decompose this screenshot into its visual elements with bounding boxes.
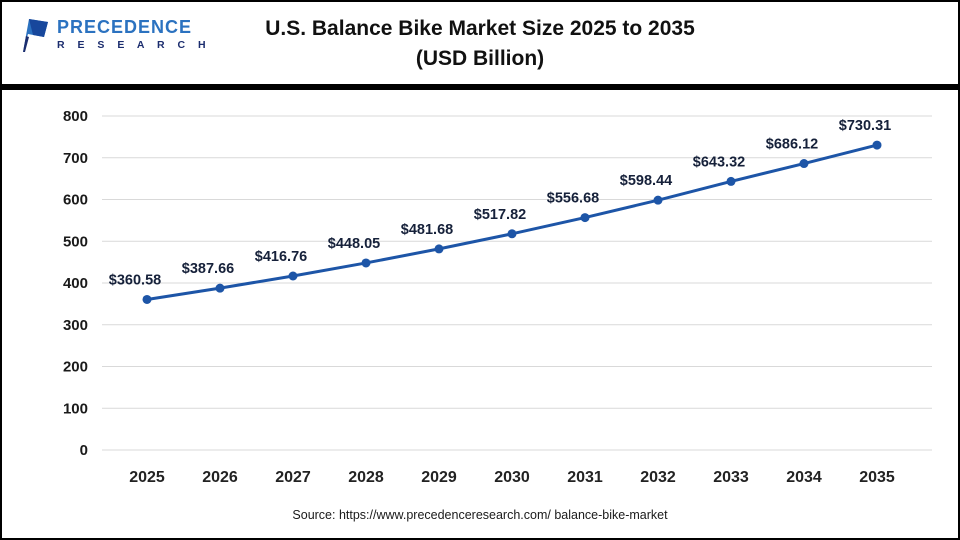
y-tick-label: 600 — [63, 192, 88, 209]
data-point-label: $387.66 — [182, 261, 234, 277]
x-tick-label: 2034 — [786, 469, 822, 486]
data-point-label: $730.31 — [839, 118, 891, 134]
y-tick-label: 100 — [63, 400, 88, 417]
x-tick-label: 2029 — [421, 469, 457, 486]
data-point-marker — [434, 244, 444, 254]
logo-text: PRECEDENCE R E S E A R C H — [57, 17, 211, 54]
data-point-label: $481.68 — [401, 222, 453, 238]
page-title: U.S. Balance Bike Market Size 2025 to 20… — [265, 14, 695, 72]
logo-flag-icon — [23, 19, 48, 52]
data-point-label: $643.32 — [693, 154, 745, 170]
x-tick-label: 2033 — [713, 469, 749, 486]
data-point-marker — [507, 229, 517, 239]
data-point-marker — [580, 213, 590, 223]
data-point-label: $598.44 — [620, 173, 672, 189]
market-size-line-chart: 0 100 200 300 400 500 600 700 800 2025 2026 2027 202… — [63, 108, 932, 486]
data-point-marker — [799, 159, 809, 169]
data-point-marker — [653, 195, 663, 205]
data-point-marker — [142, 294, 152, 304]
chart-plot-region: 0 100 200 300 400 500 600 700 800 2025 2026 2027 202… — [2, 90, 958, 506]
source-text: Source: https://www.precedenceresearch.c… — [292, 508, 668, 522]
data-point-label: $416.76 — [255, 249, 307, 265]
brand-subtitle: R E S E A R C H — [57, 38, 211, 51]
y-tick-label: 400 — [63, 275, 88, 292]
data-point-label: $517.82 — [474, 207, 526, 223]
data-point-label: $448.05 — [328, 236, 380, 252]
data-point-label: $360.58 — [109, 272, 161, 288]
data-point-marker — [872, 140, 882, 150]
y-tick-label: 500 — [63, 233, 88, 250]
data-point-marker — [726, 176, 736, 186]
y-tick-label: 200 — [63, 359, 88, 376]
x-tick-label: 2026 — [202, 469, 238, 486]
data-point-marker — [215, 283, 225, 293]
precedence-research-logo: PRECEDENCE R E S E A R C H — [20, 17, 211, 54]
x-tick-label: 2030 — [494, 469, 530, 486]
data-point-marker — [288, 271, 298, 281]
data-point-label: $556.68 — [547, 191, 599, 207]
data-point-marker — [361, 258, 371, 268]
x-tick-label: 2031 — [567, 469, 603, 486]
y-tick-label: 800 — [63, 108, 88, 125]
y-tick-label: 700 — [63, 150, 88, 167]
y-tick-label: 300 — [63, 317, 88, 334]
chart-title-line2: (USD Billion) — [415, 46, 545, 70]
x-tick-label: 2032 — [640, 469, 676, 486]
x-tick-label: 2027 — [275, 469, 311, 486]
chart-footer: Source: https://www.precedenceresearch.c… — [2, 506, 958, 538]
x-tick-label: 2028 — [348, 469, 384, 486]
chart-title-line1: U.S. Balance Bike Market Size 2025 to 20… — [265, 17, 695, 41]
chart-header: PRECEDENCE R E S E A R C H U.S. Balance … — [2, 2, 958, 90]
x-tick-label: 2035 — [859, 469, 895, 486]
x-tick-label: 2025 — [129, 469, 165, 486]
y-tick-label: 0 — [80, 442, 88, 459]
brand-name: PRECEDENCE — [57, 17, 193, 37]
data-point-label: $686.12 — [766, 137, 818, 153]
